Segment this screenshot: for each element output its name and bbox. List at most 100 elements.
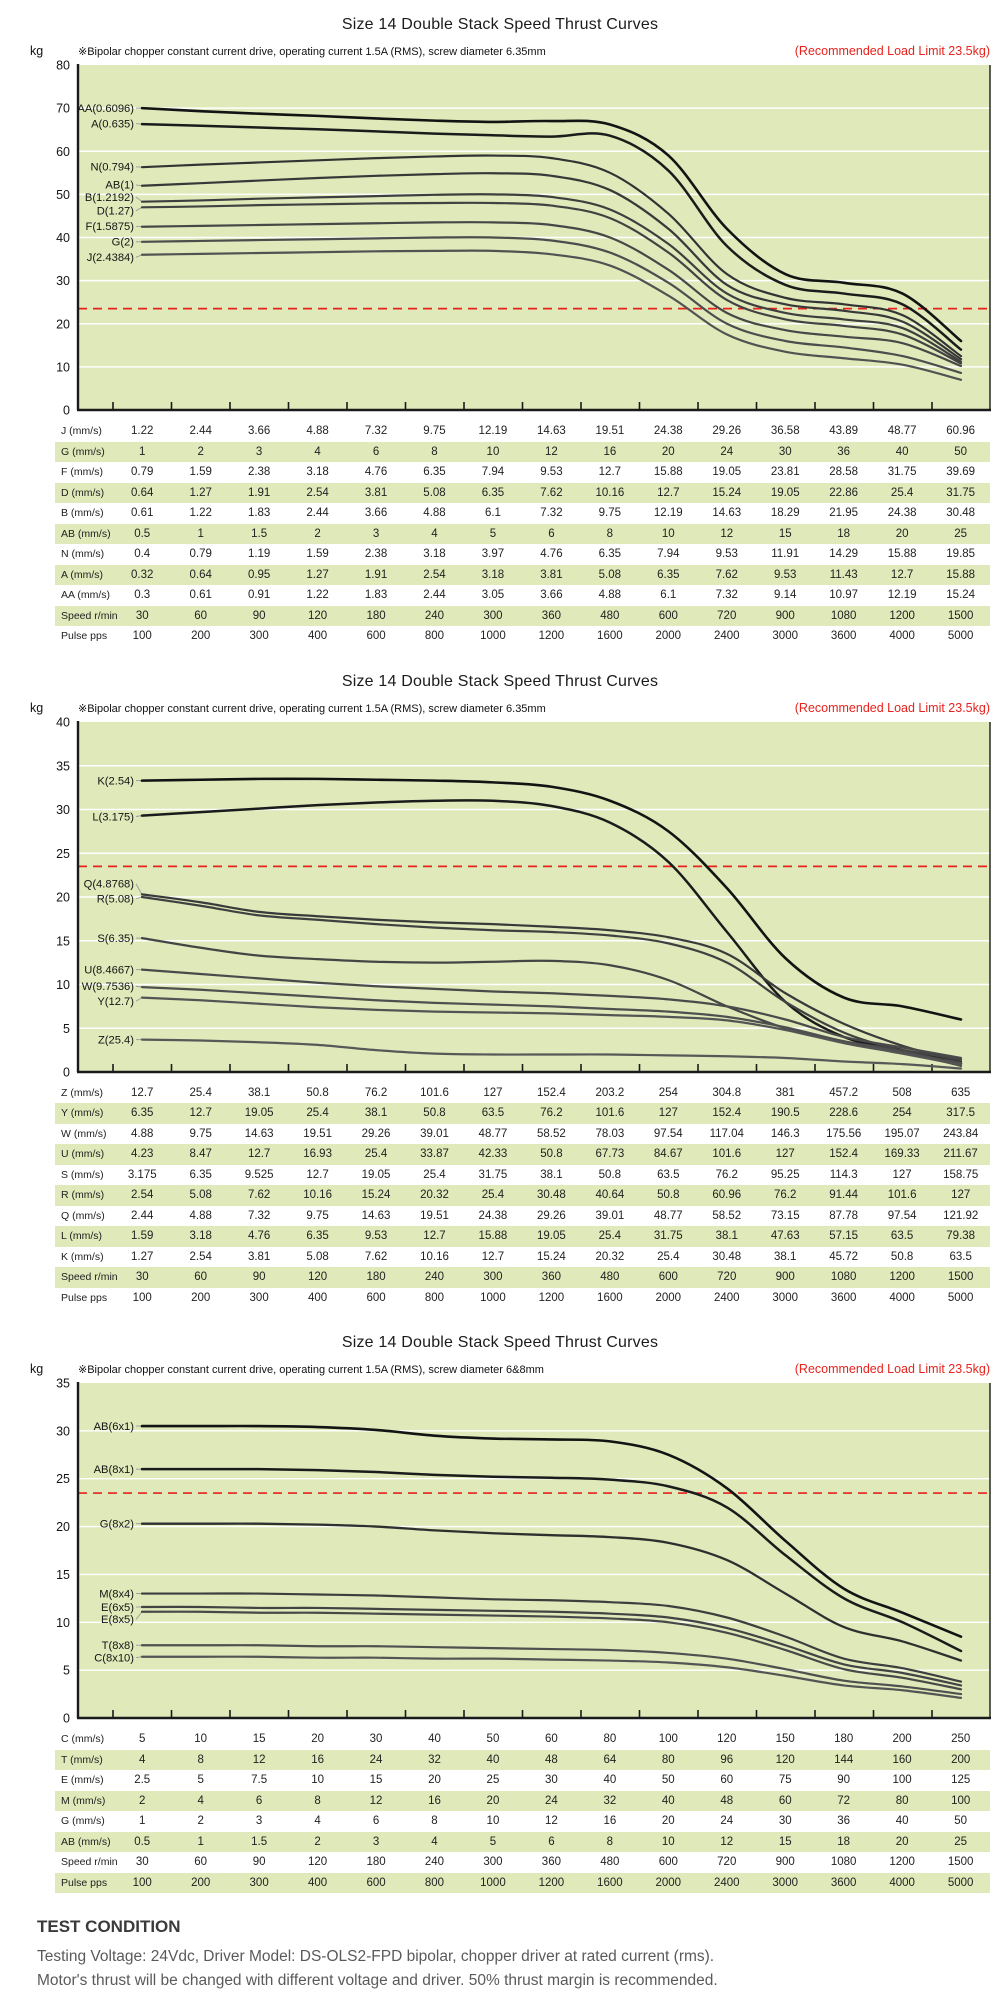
table-cell: 6.35 xyxy=(131,1107,154,1120)
table-cell: 20 xyxy=(661,1815,675,1828)
y-tick-label: 0 xyxy=(63,1712,70,1726)
table-cell: 10.16 xyxy=(595,486,625,499)
table-cell: 6 xyxy=(372,445,380,458)
table-cell: 1200 xyxy=(538,630,565,643)
table-cell: 4.76 xyxy=(540,548,563,561)
table-cell: 7.32 xyxy=(247,1209,271,1222)
table-cell: 15.24 xyxy=(361,1189,391,1202)
table-cell: 4000 xyxy=(889,630,915,643)
table-cell: 1.5 xyxy=(251,1835,268,1848)
y-tick-label: 0 xyxy=(63,404,70,418)
row-label: N (mm/s) xyxy=(61,548,105,561)
table-cell: 6 xyxy=(255,1794,263,1807)
row-label: AA (mm/s) xyxy=(61,589,110,602)
table-cell: 4.23 xyxy=(131,1148,154,1161)
series-curve xyxy=(140,221,963,368)
table-cell: 58.52 xyxy=(712,1209,742,1222)
table-cell: 635 xyxy=(951,1086,971,1099)
table-cell: 5.08 xyxy=(306,1250,329,1263)
table-cell: 38.1 xyxy=(540,1168,563,1181)
table-cell: 4.88 xyxy=(189,1209,212,1222)
table-cell: 24.38 xyxy=(653,425,683,438)
row-label: Z (mm/s) xyxy=(61,1086,103,1099)
table-cell: 9.53 xyxy=(540,466,563,479)
table-cell: 1.27 xyxy=(306,568,329,581)
table-cell: 4.88 xyxy=(598,589,622,602)
table-cell: 4 xyxy=(431,1835,438,1848)
table-cell: 480 xyxy=(600,609,620,622)
table-cell: 18 xyxy=(837,1835,851,1848)
table-cell: 100 xyxy=(132,630,152,643)
table-cell: 10 xyxy=(486,1815,500,1828)
table-cell: 180 xyxy=(366,1271,386,1284)
table-cell: 2.54 xyxy=(423,568,446,581)
table-cell: 6.35 xyxy=(598,548,622,561)
speed-table-3: C (mm/s) 5 10 15 20 30 40 50 60 80 100 120 150 180 200… xyxy=(55,1729,990,1893)
table-cell: 5 xyxy=(139,1733,146,1746)
series-curve xyxy=(140,776,963,1021)
table-cell: 12.7 xyxy=(306,1168,329,1181)
y-tick-label: 0 xyxy=(63,1065,70,1079)
table-cell: 600 xyxy=(658,1271,678,1284)
table-cell: 1.22 xyxy=(306,589,329,602)
table-cell: 600 xyxy=(366,1876,386,1889)
series-curve xyxy=(140,1592,963,1683)
table-cell: 6 xyxy=(548,1835,555,1848)
table-cell: 11.91 xyxy=(771,548,800,561)
table-cell: 50 xyxy=(954,1815,968,1828)
page-title: Size 14 Double Stack Speed Thrust Curves xyxy=(341,1334,659,1351)
table-cell: 3.81 xyxy=(540,568,563,581)
table-cell: 9.75 xyxy=(189,1127,212,1140)
table-row: J (mm/s) 1.22 2.44 3.66 4.88 7.32 9.75 12.19 14.… xyxy=(55,421,990,442)
table-cell: 2 xyxy=(197,445,204,458)
table-cell: 4 xyxy=(314,445,321,458)
table-cell: 300 xyxy=(249,1876,269,1889)
table-cell: 0.5 xyxy=(134,1835,151,1848)
table-cell: 900 xyxy=(775,1856,795,1869)
table-cell: 1500 xyxy=(947,1856,974,1869)
table-cell: 40 xyxy=(486,1753,500,1766)
series-curve xyxy=(140,106,963,343)
table-cell: 50.8 xyxy=(540,1148,563,1161)
table-cell: 300 xyxy=(483,1271,503,1284)
table-cell: 19.05 xyxy=(712,466,742,479)
table-cell: 9.525 xyxy=(244,1168,274,1181)
table-cell: 80 xyxy=(895,1794,909,1807)
table-cell: 39.01 xyxy=(595,1209,625,1222)
table-cell: 40 xyxy=(603,1774,617,1787)
table-cell: 76.2 xyxy=(715,1168,738,1181)
table-row: Speed r/min 30 60 90 120 180 240 300 360 480 600 72… xyxy=(55,1267,990,1288)
y-tick-label: 50 xyxy=(56,188,70,202)
table-row: L (mm/s) 1.59 3.18 4.76 6.35 9.53 12.7 15.88 19.… xyxy=(55,1226,990,1247)
table-cell: 12.7 xyxy=(481,1250,505,1263)
table-cell: 24 xyxy=(720,1815,734,1828)
table-cell: 6.35 xyxy=(657,568,680,581)
table-cell: 0.61 xyxy=(131,507,154,520)
y-axis-unit-label: kg xyxy=(30,700,44,715)
table-cell: 3 xyxy=(372,1835,380,1848)
table-cell: 64 xyxy=(603,1753,617,1766)
table-cell: 50.8 xyxy=(306,1086,329,1099)
table-cell: 3.81 xyxy=(364,486,388,499)
table-cell: 5.08 xyxy=(189,1189,212,1202)
table-cell: 19.85 xyxy=(946,548,976,561)
row-label: Speed r/min xyxy=(61,1271,118,1284)
table-cell: 720 xyxy=(717,1271,737,1284)
table-cell: 1080 xyxy=(830,1856,857,1869)
table-cell: 12.19 xyxy=(887,589,917,602)
table-cell: 12.7 xyxy=(189,1107,212,1120)
table-cell: 24 xyxy=(720,445,734,458)
table-cell: 9.14 xyxy=(774,589,797,602)
table-cell: 300 xyxy=(249,1291,269,1304)
table-row: AA (mm/s) 0.3 0.61 0.91 1.22 1.83 2.44 3.05 3.66… xyxy=(55,585,990,606)
table-cell: 180 xyxy=(366,1856,386,1869)
table-cell: 20.32 xyxy=(595,1250,625,1263)
table-row: Z (mm/s) 12.7 25.4 38.1 50.8 76.2 101.6 127 152.… xyxy=(55,1083,990,1104)
table-cell: 90 xyxy=(252,1271,266,1284)
series-label: A(0.635) xyxy=(91,118,134,130)
row-label: Speed r/min xyxy=(61,609,118,622)
table-cell: 25.4 xyxy=(306,1107,329,1120)
table-cell: 3600 xyxy=(830,1876,857,1889)
series-label: AA(0.6096) xyxy=(77,103,134,115)
